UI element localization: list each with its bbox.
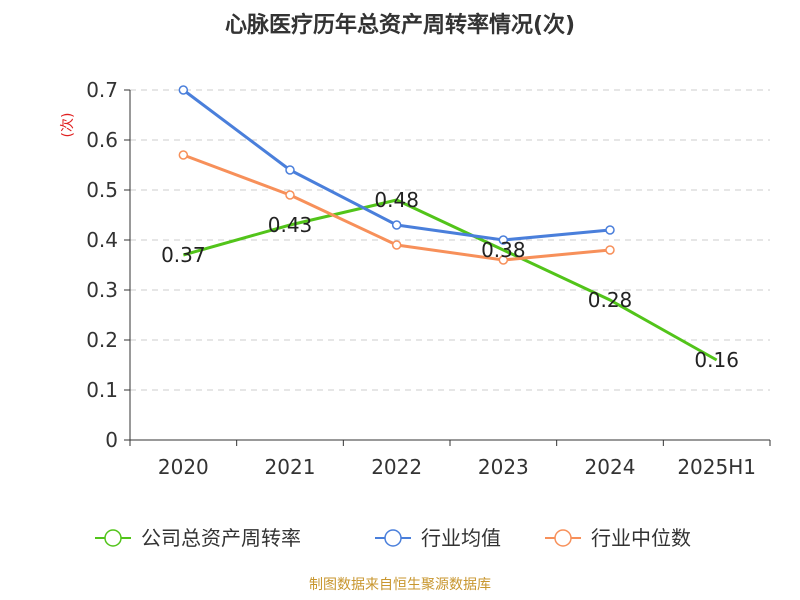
series-point-3[interactable] bbox=[178, 150, 189, 160]
legend-marker bbox=[554, 529, 572, 547]
y-tick-label: 0.1 bbox=[86, 378, 118, 402]
legend-item-2[interactable]: 行业均值 bbox=[375, 526, 501, 550]
axes: 0 0.1 0.2 0.3 0.4 0.5 0.6 0.7 2020 2021 2022 2023 20… bbox=[86, 78, 771, 479]
series-line-2 bbox=[182, 88, 611, 242]
data-label: 0.43 bbox=[268, 213, 313, 237]
legend-label: 公司总资产周转率 bbox=[141, 526, 301, 550]
y-tick-label: 0.6 bbox=[86, 128, 118, 152]
x-tick-label: 2024 bbox=[585, 455, 636, 479]
chart-title: 心脉医疗历年总资产周转率情况(次) bbox=[225, 12, 575, 38]
x-tick-label: 2021 bbox=[265, 455, 316, 479]
source-note: 制图数据来自恒生聚源数据库 bbox=[309, 577, 491, 593]
series-point-2[interactable] bbox=[498, 235, 509, 245]
legend-label: 行业中位数 bbox=[591, 526, 691, 550]
legend-label: 行业均值 bbox=[421, 526, 501, 550]
data-label: 0.28 bbox=[588, 288, 633, 312]
legend-item-1[interactable]: 公司总资产周转率 bbox=[95, 526, 301, 550]
data-label: 0.16 bbox=[694, 348, 739, 372]
data-labels: 0.37 0.43 0.48 0.38 0.28 0.16 bbox=[161, 188, 739, 372]
y-axis-label: (次) bbox=[60, 113, 76, 138]
legend-marker bbox=[384, 529, 402, 547]
series-point-3[interactable] bbox=[498, 255, 509, 265]
legend-marker bbox=[104, 529, 122, 547]
series-point-2[interactable] bbox=[178, 85, 189, 95]
y-tick-label: 0.2 bbox=[86, 328, 118, 352]
legend[interactable]: 公司总资产周转率 行业均值 行业中位数 bbox=[95, 526, 691, 550]
series-point-2[interactable] bbox=[391, 220, 402, 230]
grid bbox=[130, 89, 770, 391]
series-point-2[interactable] bbox=[285, 165, 295, 175]
series-point-3[interactable] bbox=[391, 240, 402, 250]
y-tick-label: 0.4 bbox=[86, 228, 118, 252]
y-tick-label: 0.5 bbox=[86, 178, 118, 202]
series-line-1 bbox=[182, 198, 718, 362]
data-label: 0.37 bbox=[161, 243, 206, 267]
legend-item-3[interactable]: 行业中位数 bbox=[545, 526, 691, 550]
y-tick-label: 0 bbox=[105, 428, 118, 452]
x-tick-label: 2022 bbox=[371, 455, 422, 479]
x-tick-label: 2025H1 bbox=[677, 455, 756, 479]
x-tick-label: 2020 bbox=[158, 455, 209, 479]
series-point-2[interactable] bbox=[605, 225, 615, 235]
x-tick-label: 2023 bbox=[478, 455, 529, 479]
series-point-3[interactable] bbox=[285, 190, 295, 200]
data-label: 0.48 bbox=[374, 188, 419, 212]
data-label: 0.38 bbox=[481, 238, 526, 262]
series bbox=[178, 85, 718, 362]
y-tick-label: 0.7 bbox=[86, 78, 118, 102]
series-point-3[interactable] bbox=[605, 245, 615, 255]
y-tick-label: 0.3 bbox=[86, 278, 118, 302]
